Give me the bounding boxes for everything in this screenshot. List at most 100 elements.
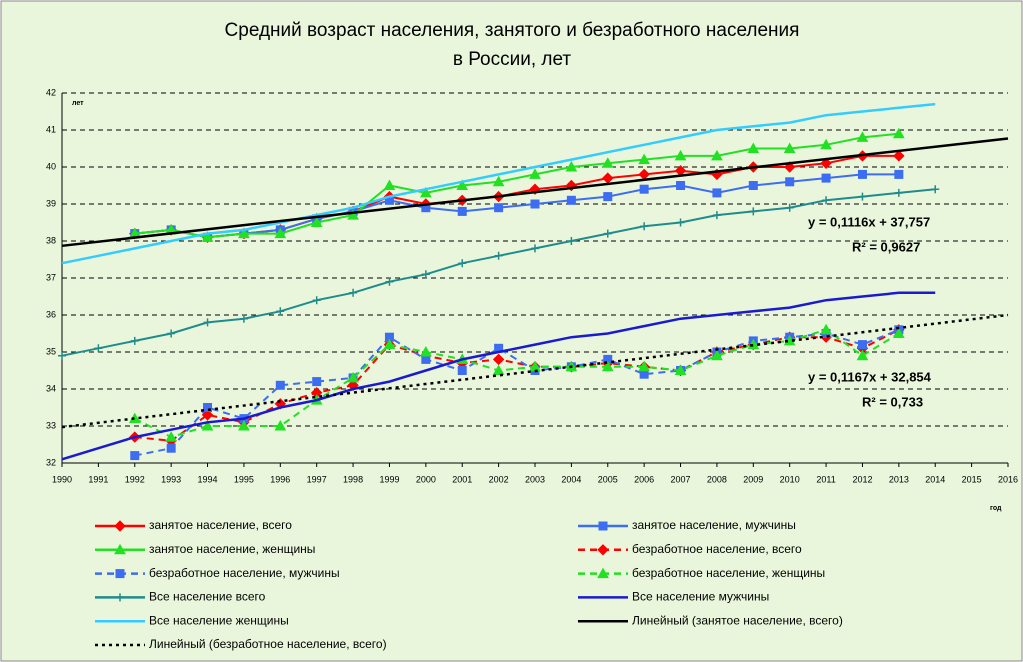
trendline-equation: R² = 0,9627 (852, 239, 920, 254)
legend-marker (597, 567, 609, 579)
marker (856, 349, 869, 361)
marker (820, 323, 832, 335)
legend-label: Линейный (безработное население, всего) (149, 637, 387, 651)
chart-title: Средний возраст населения, занятого и бе… (225, 20, 800, 41)
marker (165, 431, 178, 442)
marker (492, 353, 505, 366)
marker (421, 270, 430, 279)
marker (383, 338, 396, 350)
marker (566, 195, 576, 205)
marker (857, 169, 867, 179)
legend-marker (114, 520, 126, 532)
x-tick-label: 1996 (270, 474, 290, 484)
y-tick-label: 38 (46, 235, 56, 245)
marker (748, 181, 758, 190)
x-tick-label: 1997 (307, 474, 327, 484)
marker (347, 209, 359, 220)
series-line (61, 102, 936, 265)
marker (529, 168, 541, 179)
marker (893, 150, 905, 162)
marker (385, 277, 394, 286)
marker (494, 203, 504, 213)
marker (458, 259, 467, 268)
marker (492, 364, 505, 375)
x-tick-label: 1990 (52, 474, 72, 484)
marker (638, 360, 651, 372)
marker (494, 251, 503, 260)
x-tick-label: 2000 (416, 474, 436, 484)
marker (676, 218, 685, 227)
marker (820, 138, 832, 150)
legend-marker (114, 543, 126, 555)
marker (892, 127, 905, 139)
marker (601, 157, 614, 168)
marker (530, 199, 540, 209)
marker (747, 142, 760, 153)
marker (712, 188, 722, 198)
x-axis-label: год (990, 505, 1002, 512)
marker (312, 296, 321, 305)
x-tick-label: 2013 (889, 474, 909, 484)
legend-marker (597, 544, 609, 556)
marker (674, 364, 687, 375)
series-line (134, 132, 899, 239)
x-tick-label: 2011 (816, 474, 835, 484)
marker (894, 188, 903, 197)
marker (711, 349, 723, 361)
marker (419, 345, 432, 357)
marker (166, 443, 176, 453)
x-tick-label: 2006 (634, 474, 654, 484)
marker (347, 371, 359, 383)
marker (856, 131, 869, 142)
x-tick-label: 1993 (161, 474, 181, 484)
y-tick-label: 39 (46, 198, 56, 208)
marker (349, 288, 358, 297)
legend-label: Линейный (занятое население, всего) (632, 613, 843, 627)
legend-marker (598, 521, 608, 531)
marker (783, 161, 796, 173)
x-tick-label: 2009 (743, 474, 763, 484)
y-tick-label: 42 (46, 87, 56, 97)
marker (456, 179, 469, 190)
x-tick-label: 1994 (198, 474, 218, 484)
marker (712, 211, 721, 220)
marker (711, 149, 723, 161)
marker (785, 177, 795, 187)
marker (457, 206, 467, 216)
marker (203, 318, 212, 327)
marker (276, 307, 285, 316)
legend-label: безработное население, всего (632, 542, 802, 556)
marker (674, 149, 687, 161)
x-tick-label: 2002 (489, 474, 509, 484)
marker (203, 403, 213, 412)
x-tick-label: 2012 (852, 474, 872, 484)
marker (492, 175, 505, 187)
marker (238, 419, 250, 431)
y-axis-label: лет (72, 100, 84, 107)
legend-label: безработное население, мужчины (149, 566, 340, 580)
marker (130, 451, 140, 461)
x-tick-label: 2015 (962, 474, 982, 484)
marker (639, 184, 649, 194)
legend-label: занятое население, мужчины (632, 518, 796, 532)
marker (822, 196, 831, 205)
trendline-equation: R² = 0,733 (862, 394, 923, 409)
marker (201, 409, 214, 421)
x-tick-label: 2008 (707, 474, 727, 484)
marker (638, 153, 651, 165)
marker (565, 160, 578, 172)
trendline-equation: y = 0,1167x + 32,854 (808, 369, 932, 384)
legend-label: безработное население, женщины (632, 566, 825, 580)
series-line (61, 137, 1009, 248)
marker (58, 351, 66, 360)
marker (238, 227, 250, 239)
marker (312, 377, 322, 387)
x-tick-label: 1995 (234, 474, 254, 484)
x-tick-label: 1999 (379, 474, 399, 484)
marker (640, 222, 649, 231)
marker (858, 192, 867, 201)
x-tick-label: 2014 (925, 474, 945, 484)
y-tick-label: 40 (46, 161, 56, 171)
x-tick-label: 2007 (671, 474, 691, 484)
marker (603, 192, 613, 202)
